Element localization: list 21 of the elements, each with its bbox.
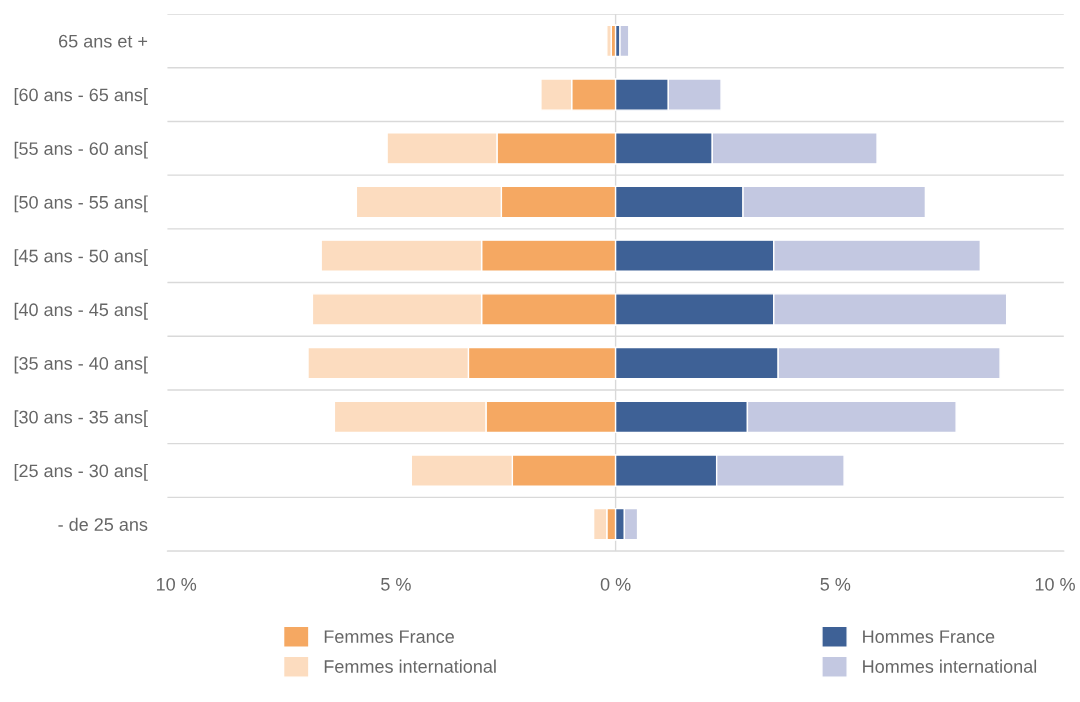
y-tick-label: [35 ans - 40 ans[ <box>14 356 148 374</box>
x-tick-label: 10 % <box>1035 577 1075 591</box>
legend-label: Femmes international <box>324 659 496 673</box>
y-tick-label: - de 25 ans <box>58 517 148 531</box>
legend-label: Hommes international <box>863 659 1037 673</box>
legend-label: Femmes France <box>324 630 454 643</box>
y-tick-label: [40 ans - 45 ans[ <box>14 302 148 320</box>
x-tick-label: 5 % <box>820 578 851 591</box>
bar <box>619 24 630 58</box>
y-tick-label: [45 ans - 50 ans[ <box>14 249 148 266</box>
y-tick-label: [55 ans - 60 ans[ <box>14 141 148 159</box>
x-tick-label: 5 % <box>381 578 411 591</box>
y-tick-label: [25 ans - 30 ans[ <box>14 463 148 481</box>
x-tick-label: 0 % <box>600 577 631 591</box>
bar <box>606 24 612 58</box>
y-tick-label: 65 ans et + <box>59 34 148 48</box>
legend-label: Hommes France <box>863 630 995 643</box>
y-tick-label: [50 ans - 55 ans[ <box>14 195 148 213</box>
y-tick-label: [30 ans - 35 ans[ <box>14 410 148 428</box>
x-tick-label: 10 % <box>156 577 197 591</box>
y-tick-label: [60 ans - 65 ans[ <box>14 88 148 105</box>
